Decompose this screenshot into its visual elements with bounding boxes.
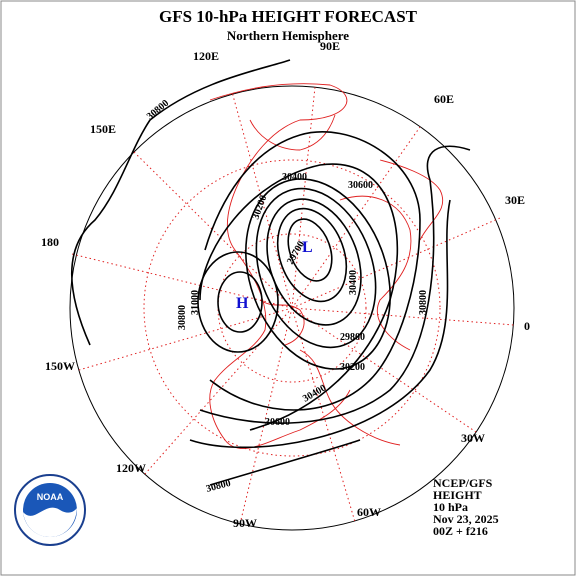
longitude-label: 180	[41, 235, 59, 249]
map: 30800 30400 30600 30200 29700 31000 3080…	[69, 59, 515, 531]
longitude-label: 90E	[320, 39, 340, 53]
info-line: 00Z + f216	[433, 524, 488, 538]
longitude-label: 0	[524, 319, 530, 333]
low-center: L	[302, 239, 313, 256]
longitude-label: 150E	[90, 122, 116, 136]
contour-label: 30600	[348, 180, 373, 191]
info-line: NCEP/GFS	[433, 476, 493, 490]
high-center: H	[236, 295, 249, 312]
longitude-label: 30W	[461, 431, 485, 445]
info-block: NCEP/GFS HEIGHT 10 hPa Nov 23, 2025 00Z …	[433, 476, 499, 538]
info-line: HEIGHT	[433, 488, 482, 502]
title: GFS 10-hPa HEIGHT FORECAST	[159, 7, 418, 26]
noaa-logo: NOAA	[14, 474, 86, 546]
contour-label: 31000	[190, 290, 201, 315]
logo-text: NOAA	[37, 492, 64, 502]
latitude-circle	[143, 159, 441, 457]
contour-label: 30600	[265, 417, 290, 428]
longitude-label: 120W	[116, 461, 146, 475]
subtitle: Northern Hemisphere	[227, 28, 349, 43]
contour-label: 29800	[340, 332, 365, 343]
longitude-label: 60E	[434, 92, 454, 106]
contour-label: 30400	[282, 172, 307, 183]
longitude-label: 30E	[505, 193, 525, 207]
info-line: Nov 23, 2025	[433, 512, 499, 526]
hemisphere-outline	[69, 85, 515, 531]
height-contours	[71, 59, 471, 486]
longitude-label: 150W	[45, 359, 75, 373]
contour-label: 30400	[348, 270, 359, 295]
contour-label: 30200	[340, 362, 365, 373]
contour-label: 30800	[418, 290, 429, 315]
latitude-circle	[217, 233, 367, 383]
longitude-label: 120E	[193, 49, 219, 63]
longitude-labels: 90E 120E 60E 150E 30E 180 0 150W 30W 120…	[41, 39, 530, 530]
contour-label: 30800	[177, 305, 188, 330]
longitude-label: 90W	[233, 516, 257, 530]
longitude-label: 60W	[357, 505, 381, 519]
info-line: 10 hPa	[433, 500, 468, 514]
